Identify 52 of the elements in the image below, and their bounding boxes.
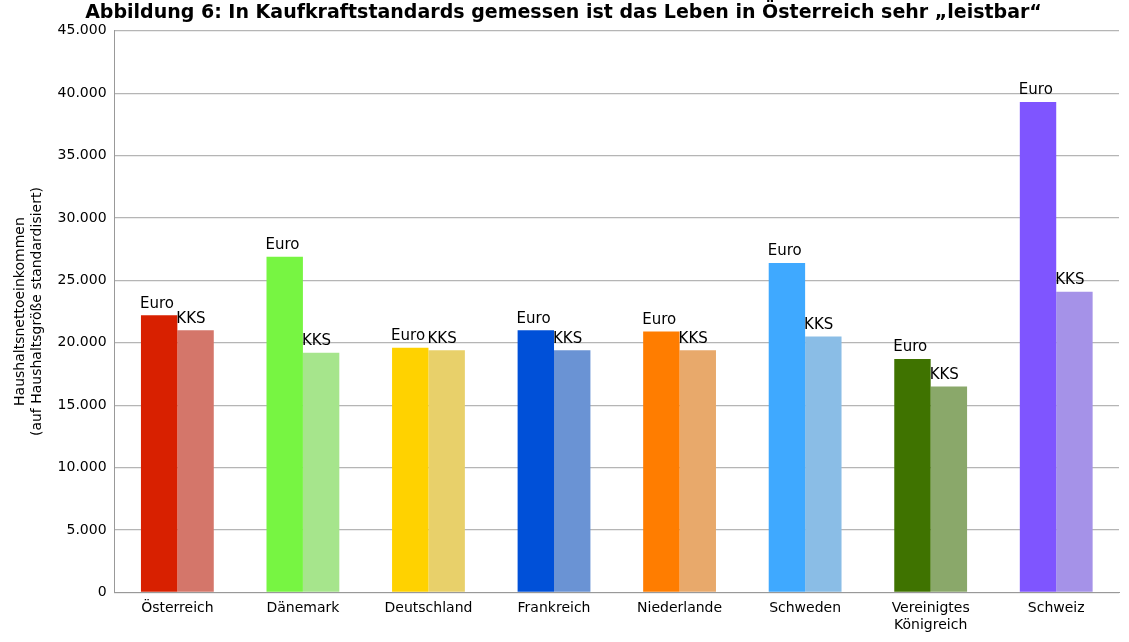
y-tick-label: 30.000 xyxy=(57,208,107,225)
y-tick-label: 0 xyxy=(97,583,107,600)
bar xyxy=(177,330,214,592)
text: Euro xyxy=(767,241,802,260)
x-tick-label: Österreich xyxy=(141,598,214,616)
bar xyxy=(768,262,806,592)
bar xyxy=(302,352,340,592)
text: Euro xyxy=(642,309,677,328)
text: KKS xyxy=(804,314,834,333)
text: Euro xyxy=(893,337,928,356)
y-tick-label: 25.000 xyxy=(57,271,107,288)
bar xyxy=(554,350,591,592)
series-label: Euro xyxy=(139,293,174,312)
x-tick-label: Deutschland xyxy=(384,599,473,616)
x-tick-label: Frankreich xyxy=(517,599,591,616)
bar xyxy=(930,386,968,592)
bar xyxy=(894,359,931,592)
x-tick-label: Schweden xyxy=(769,599,842,616)
y-tick-label: 10.000 xyxy=(57,458,107,475)
bar xyxy=(140,315,178,592)
text: Euro xyxy=(516,308,551,327)
text: Euro xyxy=(1018,80,1053,99)
y-axis-title: Haushaltsnettoeinkommen (auf Haushaltsgröße standardisiert) xyxy=(11,187,44,437)
x-tick-label: Dänemark xyxy=(266,599,341,616)
x-tick-label: Vereinigtes Königreich xyxy=(891,599,970,633)
y-tick-label: 40.000 xyxy=(57,83,107,100)
y-tick-label: 5.000 xyxy=(66,520,107,537)
y-tick-label: 45.000 xyxy=(57,21,107,38)
series-label: KKS xyxy=(301,331,332,350)
bar xyxy=(266,256,303,592)
text: Euro xyxy=(265,235,300,254)
text: Euro xyxy=(391,326,426,345)
bar xyxy=(517,330,555,592)
bar xyxy=(643,331,680,592)
text: KKS xyxy=(176,308,206,327)
text: KKS xyxy=(553,328,583,347)
y-tick-label: 35.000 xyxy=(57,146,107,163)
bar xyxy=(1056,291,1093,592)
x-tick-label: Schweiz xyxy=(1027,599,1085,616)
y-tick-label: 20.000 xyxy=(57,333,107,350)
text: KKS xyxy=(678,328,708,347)
text: KKS xyxy=(427,328,457,347)
chart-title: Abbildung 6: In Kaufkraftstandards gemessen ist das Leben in Österreich sehr „leistbar“ xyxy=(85,0,1042,23)
bar xyxy=(1019,101,1057,592)
x-tick-label: Niederlande xyxy=(637,599,723,616)
bar xyxy=(428,350,465,592)
bar xyxy=(679,350,716,592)
bar xyxy=(392,347,429,592)
bar xyxy=(805,336,842,592)
text: KKS xyxy=(929,364,959,383)
y-tick-label: 15.000 xyxy=(57,395,107,412)
text: KKS xyxy=(1055,270,1085,289)
